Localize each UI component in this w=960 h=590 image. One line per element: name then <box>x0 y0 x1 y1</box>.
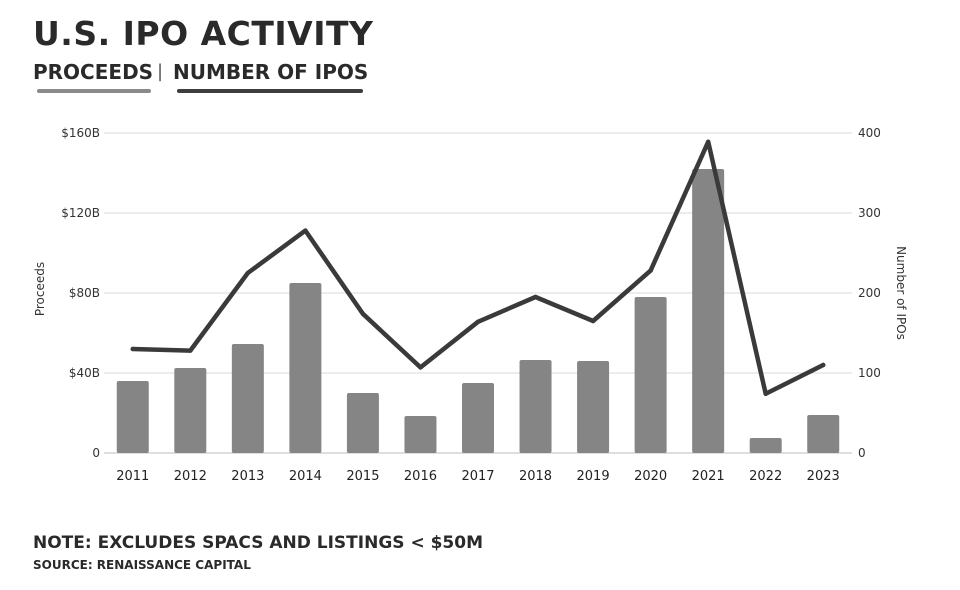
ipo-count-point <box>648 268 653 273</box>
x-tick-label: 2022 <box>749 469 782 484</box>
left-axis-ticks: 0 $40B $80B $120B $160B <box>61 126 100 460</box>
proceeds-bar <box>346 393 379 453</box>
left-tick-label: $40B <box>69 366 100 380</box>
ipo-count-point <box>360 311 366 316</box>
ipo-count-point <box>245 270 251 276</box>
proceeds-bar <box>462 383 494 453</box>
x-tick-label: 2023 <box>807 469 840 484</box>
left-tick-label: $80B <box>69 286 100 300</box>
right-axis-ticks: 0 100 200 300 400 <box>858 126 881 460</box>
ipo-count-point <box>821 362 826 368</box>
legend-number-of-ipos-swatch <box>177 89 363 93</box>
x-tick-label: 2011 <box>116 469 149 484</box>
ipo-count-point <box>475 319 481 324</box>
x-tick-label: 2018 <box>519 469 552 484</box>
ipo-count-line <box>130 139 826 397</box>
right-tick-label: 0 <box>858 446 866 460</box>
x-tick-label: 2017 <box>461 469 494 484</box>
source-text: SOURCE: RENAISSANCE CAPITAL <box>33 558 251 572</box>
x-tick-label: 2014 <box>289 469 322 484</box>
proceeds-bar <box>807 415 840 453</box>
proceeds-bar <box>577 361 610 453</box>
ipo-count-point <box>533 294 538 300</box>
ipo-count-point <box>303 228 308 233</box>
left-axis-label: Proceeds <box>33 262 47 316</box>
ipo-count-point <box>705 139 711 144</box>
proceeds-bar <box>231 344 264 453</box>
x-tick-label: 2012 <box>174 469 207 484</box>
x-tick-label: 2013 <box>231 469 264 484</box>
legend-number-of-ipos-label: NUMBER OF IPOS <box>173 60 369 84</box>
proceeds-bar <box>116 381 149 453</box>
chart-title: U.S. IPO ACTIVITY <box>33 14 374 53</box>
proceeds-bar <box>634 297 667 453</box>
ipo-count-point <box>188 348 193 353</box>
right-axis-label: Number of IPOs <box>894 246 908 340</box>
proceeds-bar <box>404 416 437 453</box>
legend-separator: | <box>157 61 164 82</box>
right-tick-label: 100 <box>858 366 881 380</box>
legend-proceeds-label: PROCEEDS <box>33 60 154 84</box>
gridlines <box>104 132 852 454</box>
ipo-count-point <box>418 365 423 370</box>
proceeds-bars <box>116 169 840 453</box>
x-tick-label: 2019 <box>577 469 610 484</box>
proceeds-bar <box>692 169 725 453</box>
x-tick-label: 2021 <box>692 469 725 484</box>
ipo-count-point <box>130 346 135 352</box>
x-axis-ticks: 2011 2012 2013 2014 2015 2016 2017 2018 2019 2020… <box>116 469 840 484</box>
proceeds-bar <box>289 283 322 453</box>
proceeds-bar <box>519 360 552 453</box>
x-tick-label: 2020 <box>634 469 667 484</box>
right-tick-label: 200 <box>858 286 881 300</box>
x-tick-label: 2015 <box>346 469 379 484</box>
ipo-count-point <box>590 318 596 324</box>
legend-proceeds-swatch <box>37 89 151 93</box>
note-text: NOTE: EXCLUDES SPACS AND LISTINGS < $50M <box>33 533 484 553</box>
left-tick-label: $120B <box>61 206 100 220</box>
proceeds-bar <box>749 438 782 453</box>
ipo-count-point <box>763 391 768 396</box>
left-tick-label: 0 <box>92 446 100 460</box>
x-tick-label: 2016 <box>404 469 437 484</box>
left-tick-label: $160B <box>61 126 100 140</box>
right-tick-label: 300 <box>858 206 881 220</box>
right-tick-label: 400 <box>858 126 881 140</box>
proceeds-bar <box>174 368 207 453</box>
